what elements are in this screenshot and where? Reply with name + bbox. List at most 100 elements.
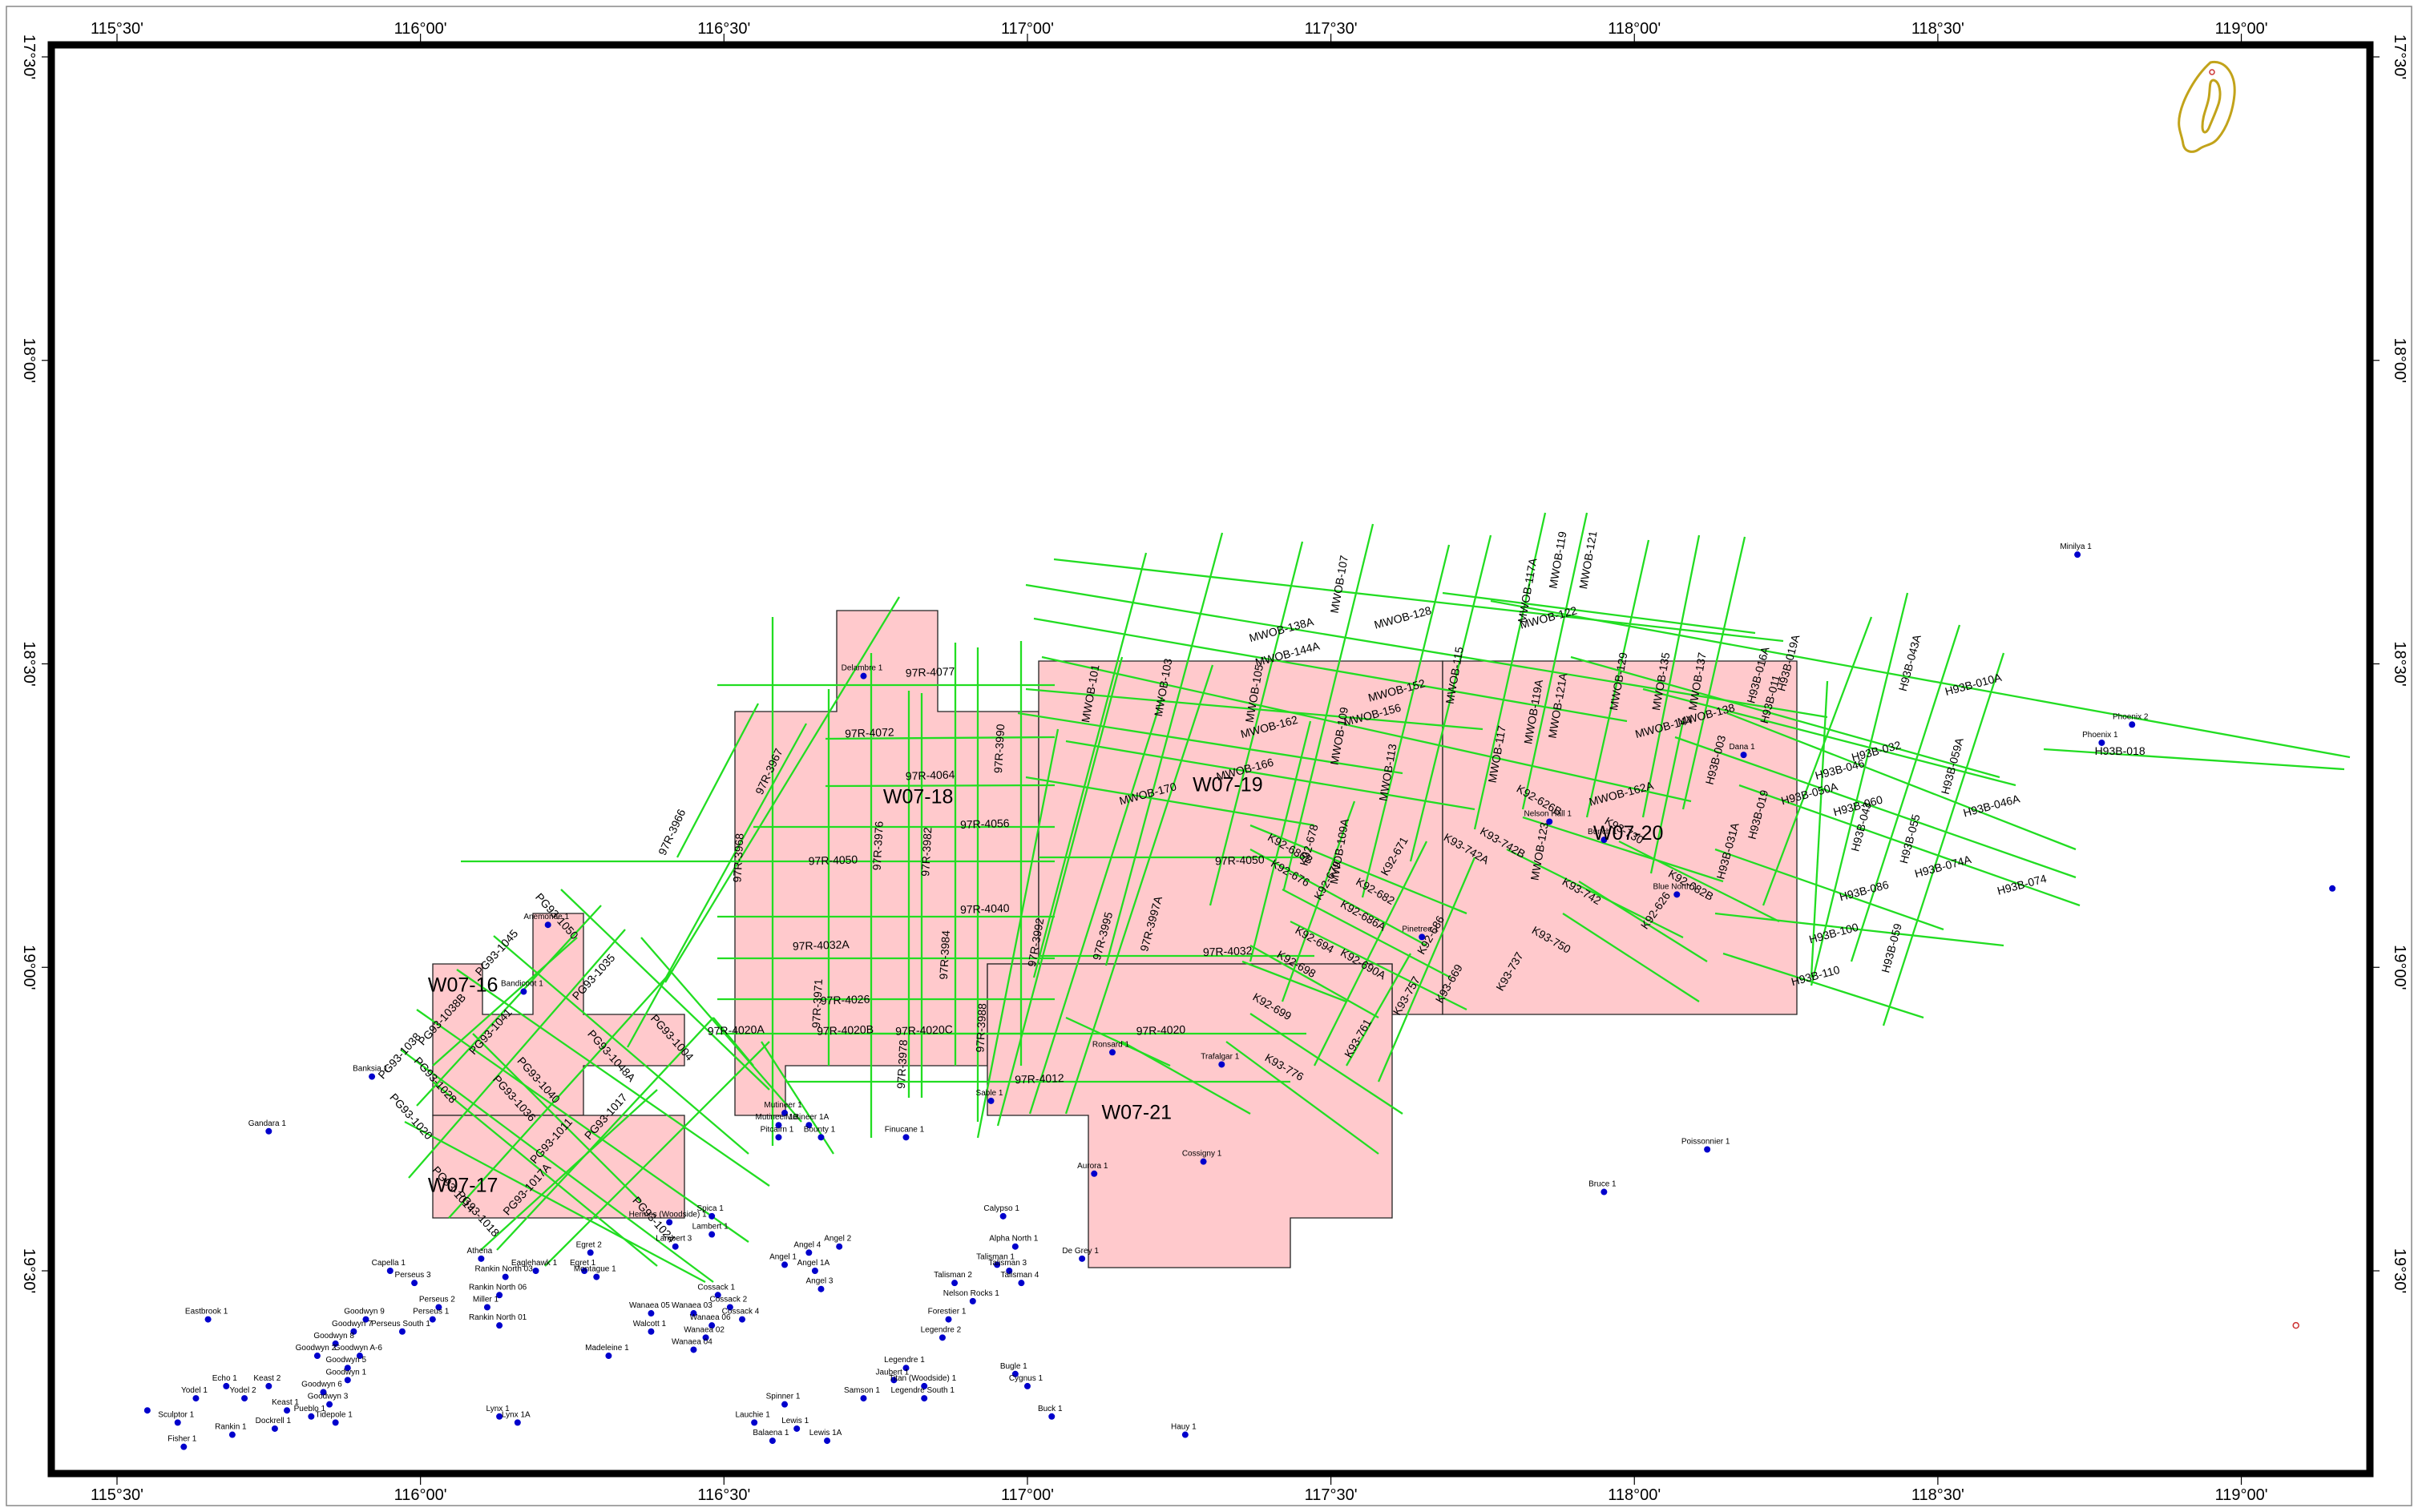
seismic-line-61 [1882,652,2005,1026]
lat-label-left: 18°30' [20,641,38,686]
well-label: Walcott 1 [633,1320,667,1329]
well-label: Dana 1 [1729,743,1755,752]
seismic-line-86 [560,889,770,1091]
well-label: Perseus South 1 [371,1320,430,1329]
seismic-line-39 [1249,720,1312,962]
well-label: Lauchie 1 [735,1410,770,1419]
block-label: W07-18 [883,786,954,808]
well-label: Legendre South 1 [890,1386,955,1395]
well-label: Eaglehawk 1 [511,1259,558,1268]
lon-label-top: 116°30' [697,20,750,38]
well-marker [429,1316,436,1323]
seismic-line-label: 97R-4032 [1203,944,1253,958]
seismic-line-70 [1249,848,1427,947]
seismic-line-label: MWOB-119 [1546,530,1568,590]
seismic-line-label: 97R-4020C [895,1022,953,1037]
well-label: Capella 1 [372,1259,406,1268]
well-marker [581,1268,588,1274]
lat-label-left: 17°30' [20,34,38,79]
seismic-line-52 [1726,712,2077,851]
seismic-lines [400,512,2351,1284]
seismic-line-66 [1313,841,1428,1066]
well-label: Nelson Rocks 1 [943,1289,999,1298]
seismic-line-label: 97R-4050 [808,853,858,867]
well-label: Goodwyn A-6 [334,1344,382,1353]
seismic-line-43 [1041,655,1692,803]
seismic-line-33 [1409,534,1492,862]
seismic-line-44 [1025,687,1483,731]
well-label: Cossack 1 [697,1283,735,1292]
well-label: Goodwyn 1 [325,1368,366,1377]
lon-label-top: 118°00' [1608,20,1661,38]
seismic-line-41 [1025,583,1828,719]
well-marker [1048,1413,1056,1420]
seismic-line-60 [1850,624,1961,962]
well-label: Goodwyn 3 [308,1393,349,1401]
well-marker [605,1353,612,1360]
well-label: Forestier 1 [928,1308,967,1316]
lat-label-left: 18°00' [20,338,38,383]
seismic-line-26 [1028,696,1164,1115]
well-label: Phoenix 2 [2113,712,2149,721]
well-label: Finucane 1 [885,1125,925,1134]
seismic-line-40 [1053,558,1784,643]
seismic-line-label: H93B-043A [1896,633,1924,693]
well-label: Montague 1 [574,1265,616,1274]
well-label: Athena [467,1247,493,1256]
lon-label-top: 118°30' [1911,20,1964,38]
well-label: Echo 1 [212,1374,238,1383]
well-label: Keast 2 [253,1374,281,1383]
seismic-line-91 [416,905,602,1107]
well-marker [520,988,527,995]
well-marker [921,1382,928,1389]
well-label: Lynx 1 [486,1405,511,1413]
seismic-line-label: H93B-086 [1838,878,1890,904]
well-marker [502,1273,509,1280]
seismic-line-96 [432,937,578,1066]
well-label: Wanaea 06 [690,1313,731,1322]
well-label: Ronsard 1 [1092,1040,1130,1049]
block-label: W07-17 [428,1175,499,1197]
well-label: Rankin North 03 [475,1265,534,1274]
well-label: Trafalgar 1 [1201,1052,1239,1061]
map-frame [47,41,2374,1478]
lon-label-bottom: 115°30' [91,1486,143,1504]
seismic-line-35 [1521,512,1588,810]
well-label: Blue North 1 [1653,882,1697,891]
seismic-line-55 [1714,848,1944,931]
outer-border [6,6,2412,1506]
well-marker [836,1243,843,1250]
lon-label-top: 119°00' [2215,20,2268,38]
well-label: Wanaea 05 [629,1301,670,1310]
seismic-line-label: 97R-3982 [918,827,934,877]
well-label: Cossigny 1 [1182,1150,1222,1159]
well-label: Rankin North 06 [469,1283,527,1292]
seismic-line-label: 97R-4026 [821,993,870,1007]
well-marker [1023,1382,1031,1389]
seismic-line-label: 97R-3978 [894,1039,910,1089]
well-label: Samson 1 [844,1386,880,1395]
well-label: Angel 2 [824,1235,851,1244]
seismic-line-65 [1281,800,1356,1002]
well-label: Spica 1 [696,1204,724,1213]
seismic-line-label: PG93-1038 [375,1030,423,1081]
well-marker [902,1365,910,1372]
well-label: Spinner 1 [766,1393,801,1401]
well-marker [1673,891,1681,898]
seismic-line-21 [664,596,900,983]
well-marker [969,1297,976,1304]
well-marker [2329,885,2336,892]
well-label: Pinetree 1 [1402,925,1439,933]
well-marker [271,1425,278,1432]
lon-label-top: 116°00' [394,20,447,38]
well-marker [332,1340,339,1347]
seismic-line-32 [1361,544,1451,898]
well-marker [921,1395,928,1402]
seismic-line-90 [432,1081,658,1267]
seismic-line-71 [1282,888,1451,979]
seismic-line-label: 97R-3968 [730,833,745,882]
seismic-line-label: MWOB-138A [1248,615,1315,644]
block-label: W07-20 [1593,822,1664,845]
well-label: Aurora 1 [1077,1162,1108,1171]
well-marker [1018,1280,1025,1287]
